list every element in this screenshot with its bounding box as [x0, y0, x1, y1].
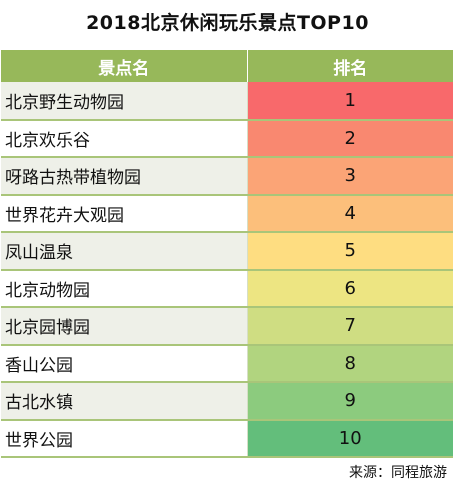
table-row: 世界花卉大观园 4 [1, 194, 453, 233]
scenic-spot-name-cell: 北京园博园 [1, 307, 248, 346]
scenic-spot-name-cell: 古北水镇 [1, 382, 248, 421]
table-row: 古北水镇 9 [1, 382, 453, 421]
table-row: 香山公园 8 [1, 344, 453, 383]
rank-cell: 1 [247, 82, 453, 121]
rank-cell: 8 [247, 344, 453, 383]
table-row: 北京园博园 7 [1, 307, 453, 346]
scenic-spot-name-cell: 北京动物园 [1, 269, 248, 308]
table-row: 世界公园 10 [1, 419, 453, 458]
scenic-spot-name-cell: 世界花卉大观园 [1, 194, 248, 233]
table-row: 北京欢乐谷 2 [1, 119, 453, 158]
table-row: 北京野生动物园 1 [1, 82, 453, 121]
header-scenic-spot-name: 景点名 [1, 50, 248, 82]
table-row: 北京动物园 6 [1, 269, 453, 308]
scenic-spot-name-cell: 凤山温泉 [1, 232, 248, 271]
rank-cell: 3 [247, 157, 453, 196]
header-rank: 排名 [247, 50, 453, 82]
rank-cell: 9 [247, 382, 453, 421]
rank-cell: 7 [247, 307, 453, 346]
table-body: 北京野生动物园 1 北京欢乐谷 2 呀路古热带植物园 3 世界花卉大观园 4 凤山温泉 5 北京动物… [1, 82, 453, 458]
rank-cell: 5 [247, 232, 453, 271]
table-row: 呀路古热带植物园 3 [1, 157, 453, 196]
scenic-spot-name-cell: 香山公园 [1, 344, 248, 383]
scenic-spot-name-cell: 北京欢乐谷 [1, 119, 248, 158]
source-note: 来源：同程旅游 [349, 465, 447, 481]
rank-cell: 10 [247, 419, 453, 458]
ranking-table: 景点名 排名 北京野生动物园 1 北京欢乐谷 2 呀路古热带植物园 3 世界花卉大观园 4 凤山… [1, 50, 453, 458]
scenic-spot-name-cell: 呀路古热带植物园 [1, 157, 248, 196]
table-header-row: 景点名 排名 [1, 50, 453, 82]
scenic-spot-name-cell: 北京野生动物园 [1, 82, 248, 121]
scenic-spot-name-cell: 世界公园 [1, 419, 248, 458]
table-row: 凤山温泉 5 [1, 232, 453, 271]
rank-cell: 6 [247, 269, 453, 308]
page-title: 2018北京休闲玩乐景点TOP10 [86, 12, 369, 34]
rank-cell: 2 [247, 119, 453, 158]
rank-cell: 4 [247, 194, 453, 233]
